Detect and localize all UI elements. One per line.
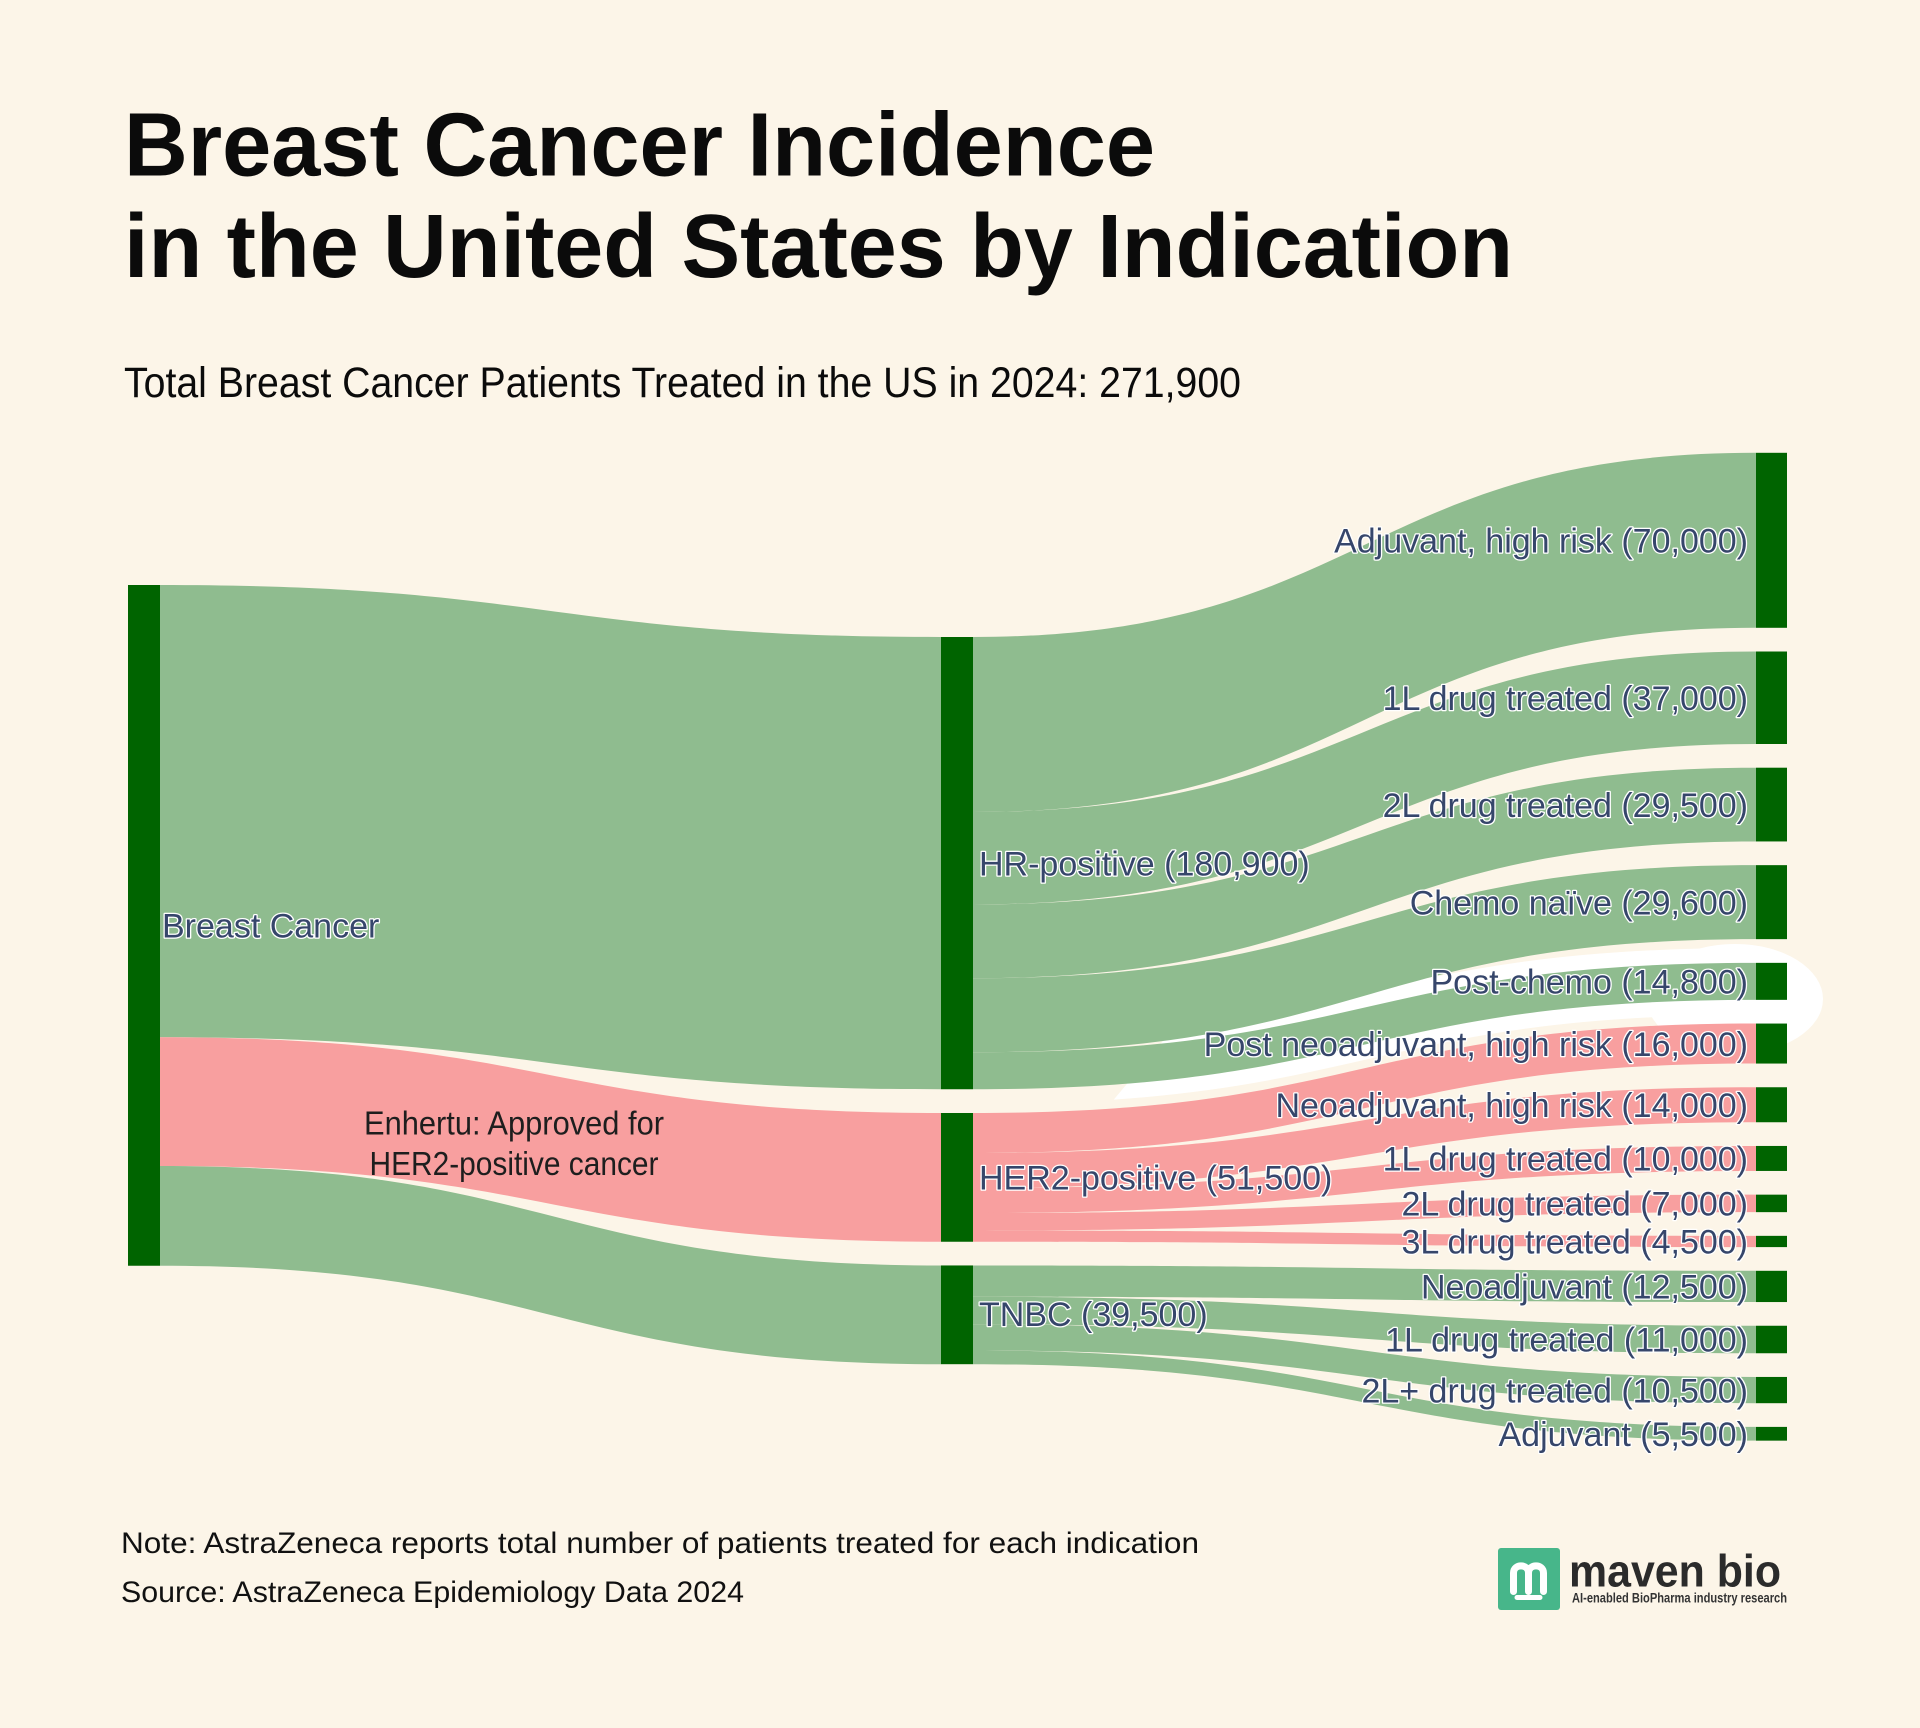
svg-text:2L drug treated (29,500): 2L drug treated (29,500) — [1383, 787, 1748, 825]
svg-text:HR-positive (180,900): HR-positive (180,900) — [979, 845, 1310, 883]
svg-text:TNBC (39,500): TNBC (39,500) — [979, 1296, 1208, 1334]
svg-text:in the United States by Indica: in the United States by Indication — [124, 197, 1513, 297]
svg-text:Enhertu: Approved for: Enhertu: Approved for — [364, 1104, 664, 1141]
svg-text:Post-chemo (14,800): Post-chemo (14,800) — [1431, 964, 1749, 1002]
svg-text:Post neoadjuvant, high risk (1: Post neoadjuvant, high risk (16,000) — [1204, 1026, 1748, 1064]
svg-text:2L+ drug treated (10,500): 2L+ drug treated (10,500) — [1361, 1372, 1748, 1410]
svg-text:1L drug treated (11,000): 1L drug treated (11,000) — [1385, 1322, 1748, 1360]
svg-text:maven bio: maven bio — [1569, 1546, 1781, 1597]
svg-text:Breast Cancer: Breast Cancer — [162, 908, 379, 946]
svg-text:Adjuvant (5,500): Adjuvant (5,500) — [1499, 1416, 1749, 1454]
svg-text:2L drug treated (7,000): 2L drug treated (7,000) — [1401, 1186, 1748, 1224]
svg-text:HER2-positive cancer: HER2-positive cancer — [370, 1145, 659, 1182]
svg-text:Note: AstraZeneca reports tota: Note: AstraZeneca reports total number o… — [121, 1527, 1199, 1560]
svg-text:Total Breast Cancer Patients T: Total Breast Cancer Patients Treated in … — [124, 359, 1241, 407]
svg-text:Neoadjuvant (12,500): Neoadjuvant (12,500) — [1421, 1269, 1748, 1307]
svg-text:AI-enabled BioPharma industry: AI-enabled BioPharma industry research — [1572, 1591, 1787, 1606]
svg-text:3L drug treated (4,500): 3L drug treated (4,500) — [1401, 1224, 1748, 1262]
svg-text:Breast Cancer Incidence: Breast Cancer Incidence — [124, 95, 1155, 195]
svg-text:HER2-positive (51,500): HER2-positive (51,500) — [979, 1160, 1332, 1198]
svg-text:Adjuvant, high risk (70,000): Adjuvant, high risk (70,000) — [1334, 523, 1748, 561]
svg-text:Neoadjuvant, high risk (14,000: Neoadjuvant, high risk (14,000) — [1276, 1087, 1749, 1125]
svg-text:1L drug treated (10,000): 1L drug treated (10,000) — [1383, 1141, 1748, 1179]
svg-text:1L drug treated (37,000): 1L drug treated (37,000) — [1383, 680, 1748, 718]
svg-text:Chemo naïve (29,600): Chemo naïve (29,600) — [1410, 884, 1748, 922]
svg-text:Source: AstraZeneca Epidemiolo: Source: AstraZeneca Epidemiology Data 20… — [121, 1576, 744, 1609]
